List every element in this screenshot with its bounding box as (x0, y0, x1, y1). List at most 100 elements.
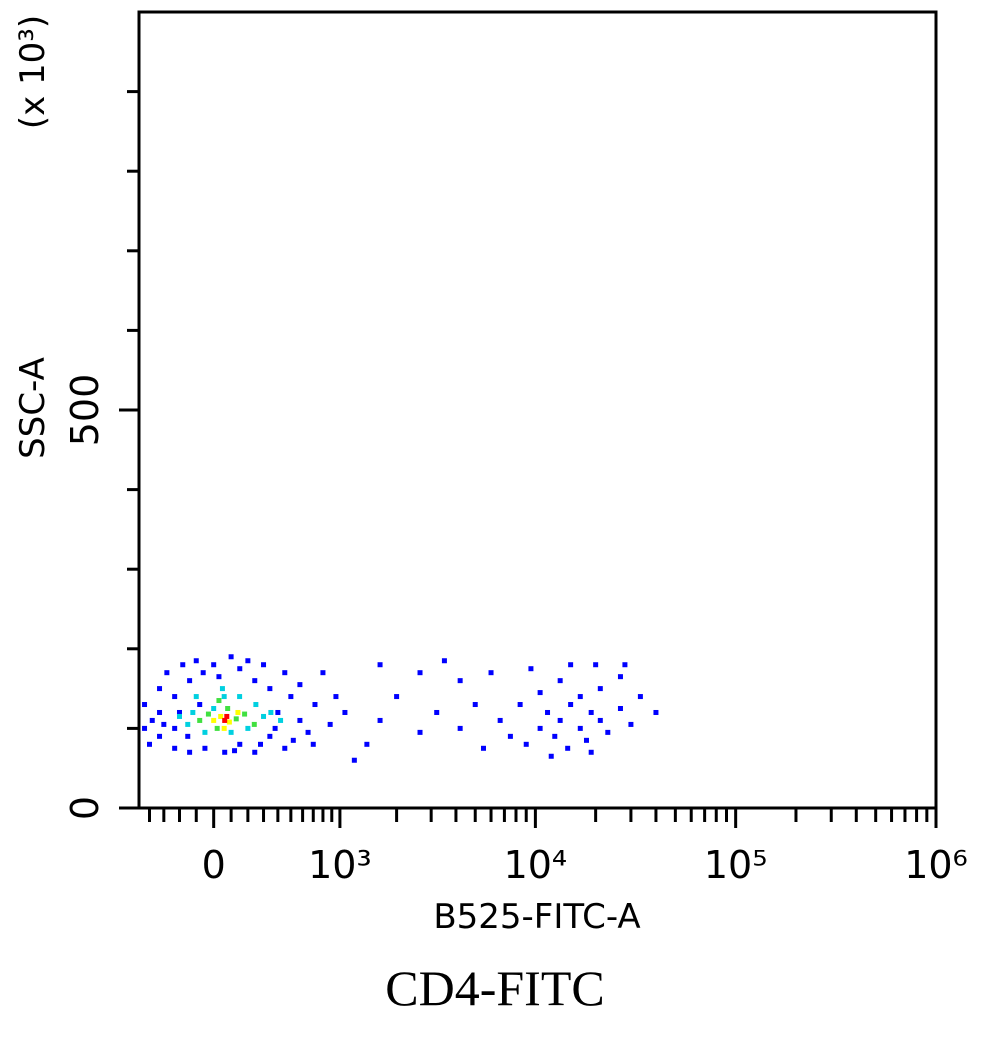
scatter-point (237, 694, 243, 700)
scatter-point (557, 678, 563, 684)
scatter-point (211, 662, 217, 668)
scatter-point (251, 721, 257, 727)
scatter-point (205, 711, 211, 717)
scatter-point (457, 725, 463, 731)
scatter-point (216, 698, 222, 704)
scatter-point (252, 678, 258, 684)
scatter-point (297, 717, 303, 723)
scatter-point (312, 702, 318, 708)
x-tick-label: 10³ (308, 843, 372, 887)
y-multiplier: (x 10³) (13, 15, 53, 129)
scatter-point (187, 678, 193, 684)
scatter-point (593, 662, 599, 668)
scatter-point (157, 709, 163, 715)
scatter-point (394, 694, 400, 700)
scatter-point (176, 709, 182, 715)
x-tick-label: 10⁴ (504, 843, 568, 887)
scatter-point (224, 713, 230, 719)
scatter-point (577, 694, 583, 700)
x-axis-label: B525-FITC-A (433, 897, 640, 937)
scatter-point (507, 733, 513, 739)
scatter-point (528, 666, 534, 672)
scatter-point (497, 717, 503, 723)
scatter-point (417, 670, 423, 676)
scatter-point (653, 709, 659, 715)
scatter-point (267, 733, 273, 739)
scatter-point (290, 737, 296, 743)
scatter-point (617, 674, 623, 680)
y-tick-label: 500 (63, 374, 107, 447)
scatter-point (172, 694, 178, 700)
scatter-point (233, 716, 239, 722)
scatter-point (622, 662, 628, 668)
scatter-point (288, 694, 294, 700)
scatter-point (637, 694, 643, 700)
scatter-point (261, 662, 267, 668)
scatter-point (172, 725, 178, 731)
scatter-point (537, 725, 543, 731)
scatter-point (176, 713, 182, 719)
scatter-point (434, 709, 440, 715)
scatter-point (226, 719, 232, 725)
scatter-point (252, 749, 258, 755)
scatter-point (628, 721, 634, 727)
scatter-point (377, 717, 383, 723)
scatter-point (267, 686, 273, 692)
scatter-point (197, 702, 203, 708)
scatter-point (161, 721, 167, 727)
scatter-point (228, 729, 234, 735)
scatter-point (157, 686, 163, 692)
scatter-point (211, 717, 217, 723)
scatter-point (364, 741, 370, 747)
scatter-point (222, 749, 228, 755)
scatter-point (149, 717, 155, 723)
scatter-point (232, 748, 238, 754)
scatter-point (583, 737, 589, 743)
scatter-point (237, 741, 243, 747)
scatter-point (597, 717, 603, 723)
scatter-point (282, 670, 288, 676)
scatter-point (219, 686, 225, 692)
x-tick-label: 10⁵ (704, 843, 768, 887)
y-tick-label: 0 (63, 796, 107, 820)
scatter-point (480, 745, 486, 751)
scatter-point (537, 690, 543, 696)
scatter-point (180, 662, 186, 668)
scatter-point (225, 706, 231, 711)
scatter-point (320, 670, 326, 676)
scatter-point (588, 749, 594, 755)
scatter-point (242, 711, 248, 717)
scatter-point (605, 729, 611, 735)
scatter-point (617, 706, 623, 711)
scatter-point (417, 729, 423, 735)
scatter-point (253, 702, 259, 708)
x-tick-label: 10⁶ (904, 843, 968, 887)
scatter-point (441, 658, 447, 664)
scatter-point (245, 658, 251, 664)
scatter-point (268, 709, 274, 715)
scatter-point (275, 709, 281, 715)
scatter-point (472, 702, 478, 708)
scatter-point (202, 729, 208, 735)
scatter-point (488, 670, 494, 676)
scatter-point (187, 749, 193, 755)
scatter-point (172, 745, 178, 751)
scatter-point (214, 725, 220, 731)
scatter-point (597, 686, 603, 692)
scatter-point (377, 662, 383, 668)
scatter-point (261, 713, 267, 719)
scatter-point (517, 702, 523, 708)
scatter-point (221, 694, 227, 700)
scatter-point (221, 725, 227, 731)
scatter-point (568, 702, 574, 708)
scatter-point (200, 670, 206, 676)
scatter-point (333, 694, 339, 700)
scatter-point (545, 709, 551, 715)
scatter-point (216, 674, 222, 680)
scatter-point (142, 702, 148, 708)
scatter-point (185, 733, 191, 739)
scatter-point (457, 678, 463, 684)
scatter-point (146, 741, 152, 747)
